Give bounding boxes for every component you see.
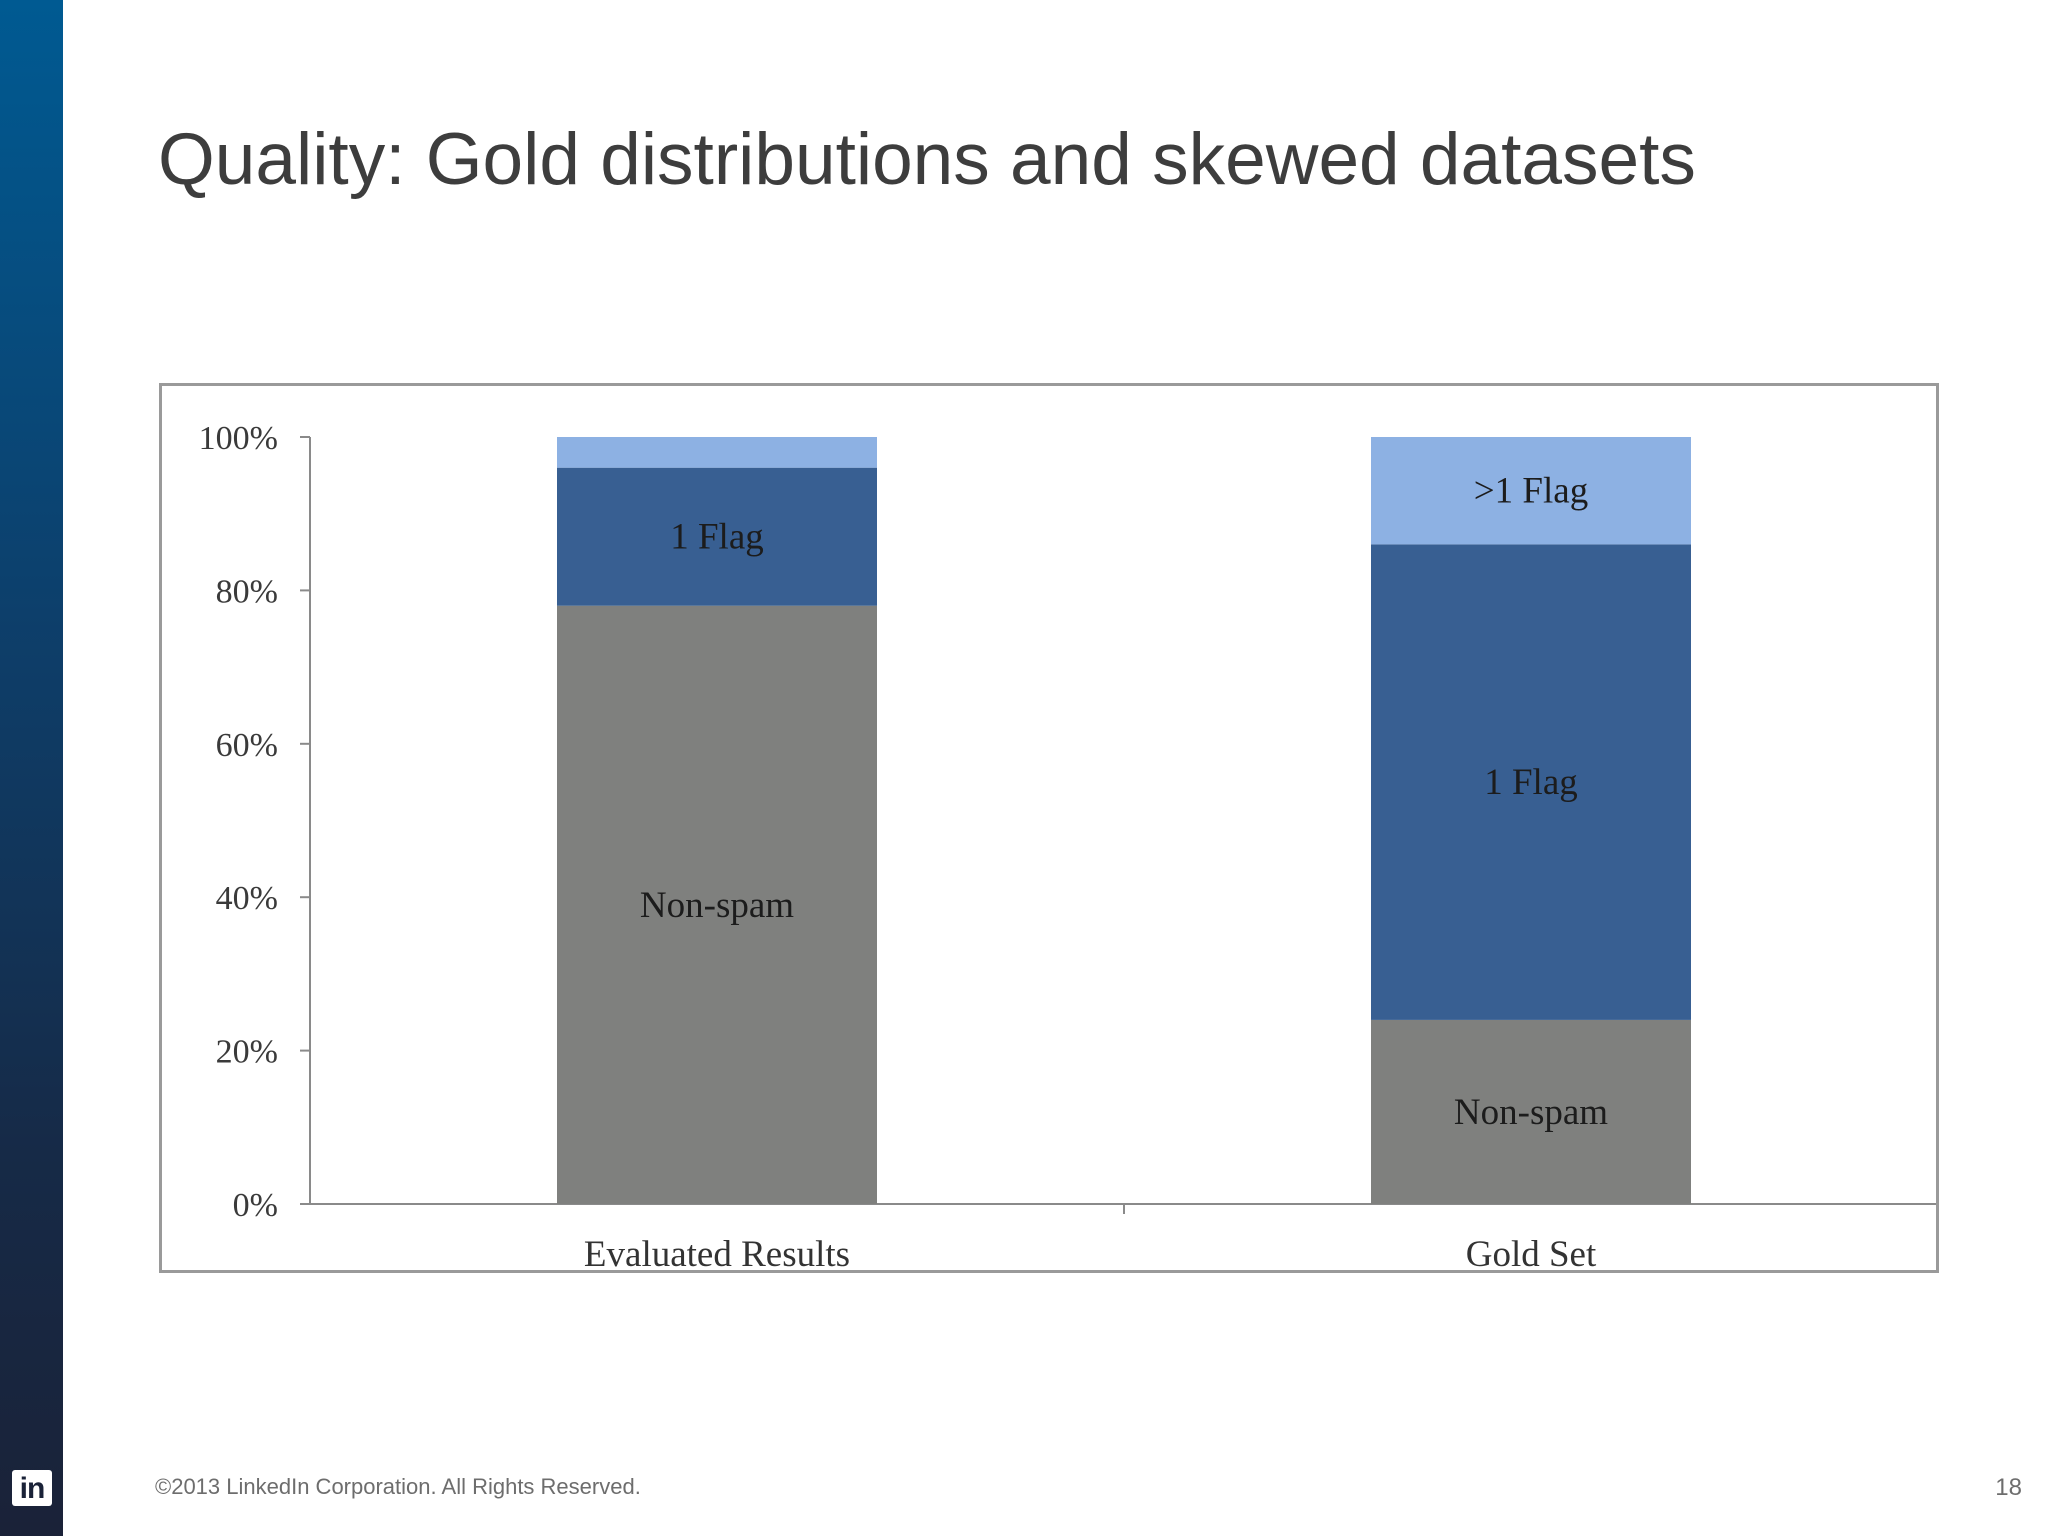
sidebar-stripe: in: [0, 0, 63, 1536]
y-tick-label: 100%: [199, 420, 278, 457]
y-tick-label: 0%: [233, 1187, 278, 1224]
segment-label: 1 Flag: [1484, 762, 1578, 803]
bar-segment: [557, 437, 877, 468]
segment-label: Non-spam: [640, 885, 794, 926]
bar-segment: [1371, 1019, 1691, 1204]
y-tick-label: 20%: [216, 1034, 278, 1071]
y-tick-label: 60%: [216, 727, 278, 764]
chart-frame: 0% 20% 40% 60% 80% 100% Non-spam 1 Flag Evaluate…: [159, 383, 1939, 1273]
y-tick-label: 80%: [216, 573, 278, 610]
segment-label: >1 Flag: [1474, 471, 1588, 512]
x-category-label: Evaluated Results: [584, 1234, 850, 1270]
linkedin-logo-icon: in: [12, 1470, 52, 1506]
bar-segment: [1371, 544, 1691, 1020]
segment-label: Non-spam: [1454, 1092, 1608, 1133]
stacked-bar-chart: 0% 20% 40% 60% 80% 100% Non-spam 1 Flag Evaluate…: [199, 420, 1936, 1270]
bar-segment: [1371, 437, 1691, 545]
footer-copyright: ©2013 LinkedIn Corporation. All Rights R…: [155, 1474, 641, 1499]
bar-segment: [557, 605, 877, 1204]
y-tick-label: 40%: [216, 880, 278, 917]
bar-segment: [557, 467, 877, 606]
x-category-label: Gold Set: [1466, 1234, 1597, 1270]
slide-title: Quality: Gold distributions and skewed d…: [158, 119, 1696, 200]
page-number: 18: [1995, 1474, 2022, 1501]
segment-label: 1 Flag: [670, 517, 764, 558]
